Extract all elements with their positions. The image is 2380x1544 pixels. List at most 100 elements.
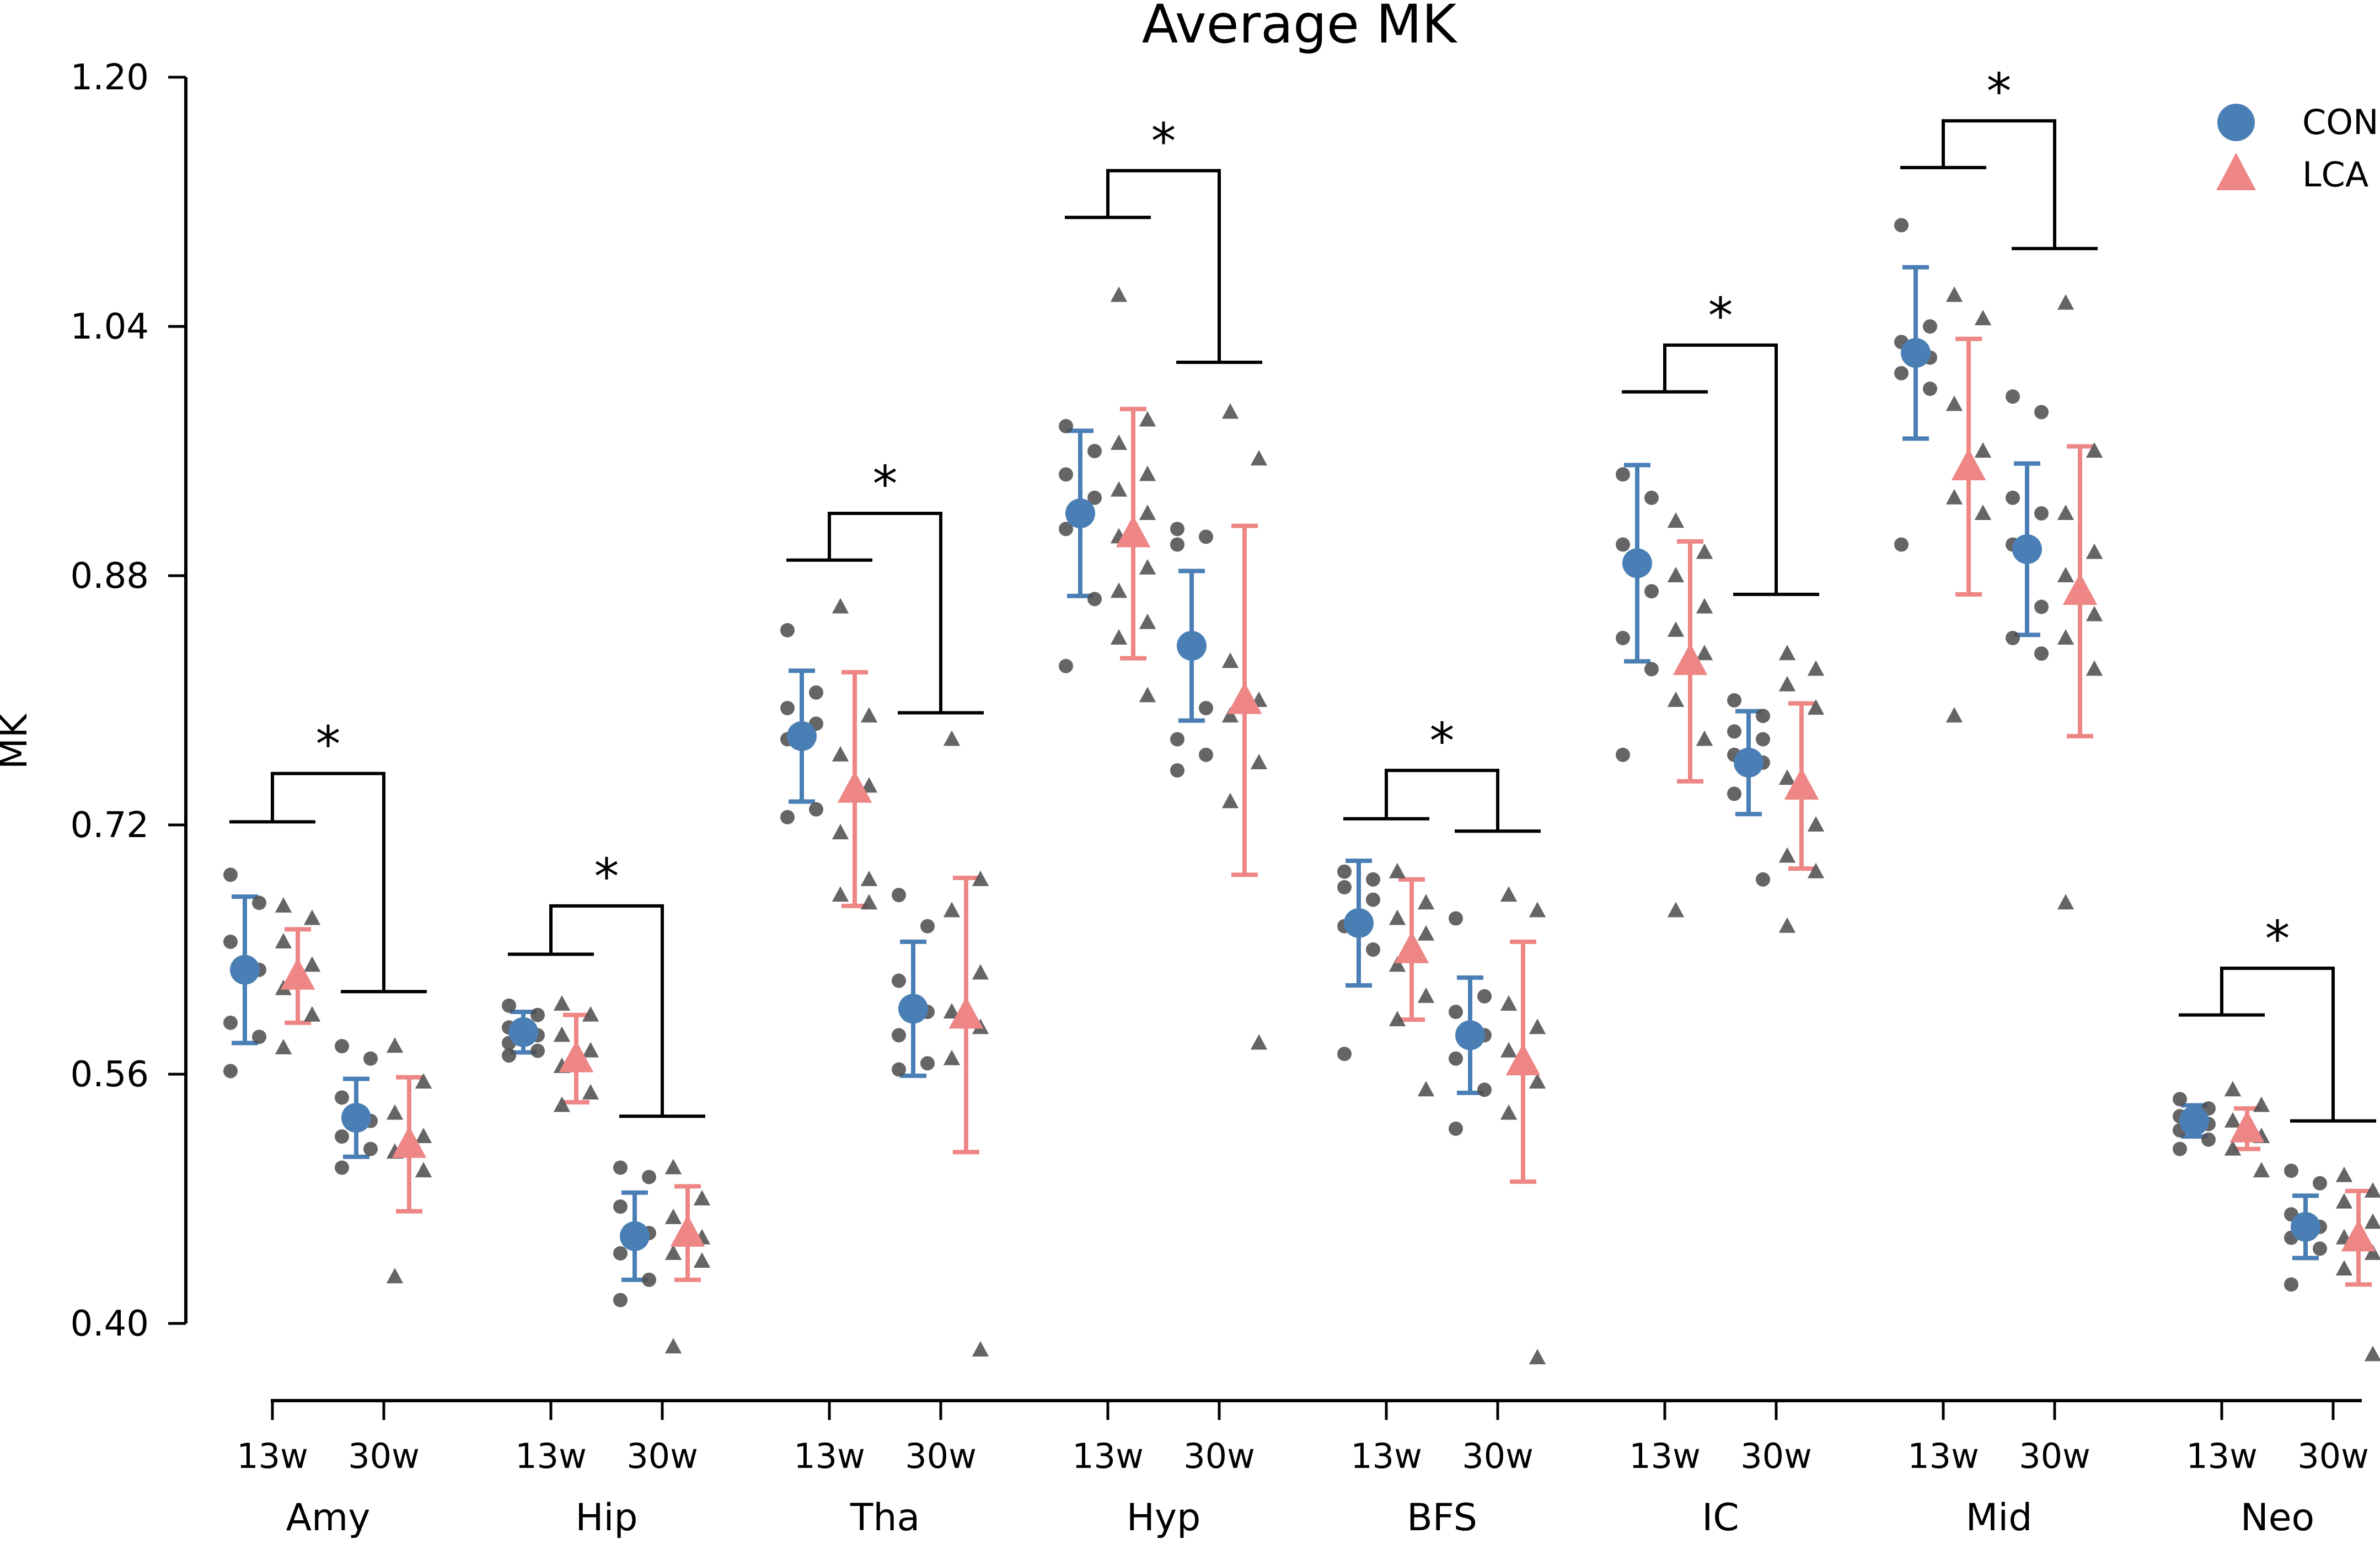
region-label: Neo	[2240, 1496, 2314, 1540]
data-point	[2224, 1081, 2242, 1097]
data-point	[1337, 880, 1352, 894]
region-label: Hip	[575, 1496, 637, 1540]
data-point	[1667, 567, 1685, 582]
data-point	[2173, 1092, 2187, 1107]
data-point	[1500, 1042, 1518, 1058]
data-point	[2086, 605, 2103, 621]
mean-marker	[1622, 548, 1652, 578]
legend-lca-marker	[2216, 153, 2256, 190]
data-point	[530, 1043, 545, 1058]
mean-marker	[1344, 908, 1374, 938]
region-label: Amy	[286, 1496, 371, 1540]
data-point	[1337, 864, 1352, 879]
data-point	[1923, 319, 1937, 334]
data-point	[303, 909, 321, 925]
x-tick-label: 30w	[2297, 1436, 2369, 1476]
data-point	[642, 1170, 656, 1184]
mean-marker	[1951, 448, 1986, 480]
data-point	[972, 1341, 989, 1357]
y-tick-label: 1.04	[71, 307, 149, 347]
mean-marker	[670, 1215, 705, 1247]
data-point	[1389, 956, 1406, 972]
data-point	[1945, 286, 1963, 302]
data-point	[1756, 872, 1770, 887]
significance-star: *	[2265, 910, 2290, 968]
data-point	[223, 934, 238, 949]
bracket-line	[828, 512, 942, 713]
data-point	[860, 894, 878, 910]
bracket-line	[2220, 966, 2335, 1121]
mean-marker	[898, 994, 928, 1024]
data-point	[920, 919, 935, 934]
data-point	[2335, 1260, 2353, 1276]
data-point	[303, 956, 321, 972]
data-point	[582, 1006, 599, 1022]
data-point	[664, 1208, 682, 1224]
region-label: Mid	[1966, 1496, 2033, 1540]
legend-con-marker	[2217, 104, 2255, 141]
significance-star: *	[1430, 712, 1455, 770]
data-point	[2313, 1176, 2327, 1191]
data-point	[1110, 629, 1128, 645]
data-point	[613, 1246, 628, 1261]
data-point	[1616, 537, 1630, 552]
data-points	[223, 218, 2380, 1365]
data-point	[1337, 1047, 1352, 1062]
x-tick-label: 30w	[1462, 1436, 1534, 1476]
bracket-line	[1663, 343, 1778, 594]
data-point	[1974, 505, 1992, 520]
data-point	[2284, 1164, 2298, 1178]
x-ticks: 13w 30w Amy 13w 30w Hip 13w 30w Tha 13w 30w Hyp 13w 3…	[237, 1401, 2369, 1540]
data-point	[780, 623, 795, 637]
mean-marker	[280, 958, 315, 990]
data-point	[1366, 872, 1380, 887]
data-point	[832, 746, 849, 762]
x-tick-label: 30w	[1183, 1436, 1255, 1476]
data-point	[664, 1244, 682, 1260]
mean-marker	[837, 771, 872, 803]
data-point	[1449, 911, 1463, 926]
data-point	[892, 1028, 906, 1043]
data-point	[1616, 467, 1630, 482]
data-point	[1449, 1121, 1463, 1136]
data-point	[335, 1129, 349, 1144]
y-tick-label: 0.40	[71, 1304, 149, 1344]
y-tick-label: 0.56	[71, 1054, 149, 1095]
data-point	[553, 1026, 571, 1042]
data-point	[2057, 505, 2075, 520]
error-bars	[232, 265, 2372, 1287]
data-point	[1477, 989, 1492, 1004]
data-point	[1087, 592, 1102, 607]
mean-marker	[1455, 1020, 1485, 1050]
data-point	[1199, 747, 1213, 762]
data-point	[252, 1030, 266, 1044]
data-point	[1923, 382, 1937, 396]
data-point	[2253, 1096, 2270, 1112]
data-point	[1449, 1051, 1463, 1066]
mean-marker	[1505, 1043, 1541, 1076]
significance-star: *	[1151, 113, 1176, 171]
data-point	[2006, 490, 2020, 505]
data-point	[2173, 1141, 2187, 1156]
data-point	[335, 1039, 349, 1054]
data-point	[1807, 660, 1825, 676]
data-point	[2006, 389, 2020, 404]
data-point	[860, 870, 878, 886]
data-point	[1894, 218, 1909, 233]
data-point	[1667, 691, 1685, 707]
data-point	[1170, 732, 1184, 747]
data-point	[2284, 1277, 2298, 1292]
data-point	[1778, 769, 1796, 785]
significance-star: *	[316, 716, 341, 774]
data-point	[1087, 490, 1102, 505]
data-point	[1778, 847, 1796, 863]
data-point	[2364, 1182, 2380, 1198]
data-point	[2364, 1244, 2380, 1260]
data-point	[1756, 732, 1770, 747]
data-point	[2034, 506, 2049, 521]
data-point	[693, 1190, 711, 1205]
data-point	[415, 1128, 432, 1143]
mean-marker	[2229, 1110, 2265, 1143]
data-point	[1616, 631, 1630, 645]
data-point	[275, 897, 292, 913]
